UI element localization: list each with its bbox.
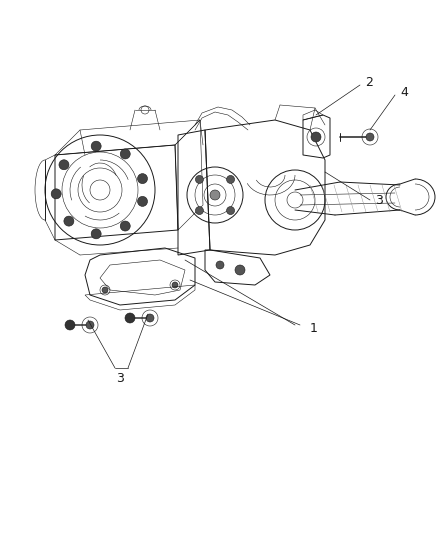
Circle shape [51, 189, 61, 199]
Circle shape [209, 190, 219, 200]
Circle shape [120, 221, 130, 231]
Circle shape [365, 133, 373, 141]
Circle shape [195, 175, 203, 183]
Circle shape [86, 321, 94, 329]
Circle shape [146, 314, 154, 322]
Circle shape [137, 174, 147, 183]
Text: 3: 3 [116, 372, 124, 384]
Circle shape [226, 207, 234, 215]
Circle shape [172, 282, 177, 288]
Circle shape [310, 132, 320, 142]
Circle shape [234, 265, 244, 275]
Text: 3: 3 [374, 193, 382, 206]
Circle shape [91, 141, 101, 151]
Circle shape [65, 320, 75, 330]
Circle shape [64, 216, 74, 226]
Circle shape [125, 313, 135, 323]
Text: 4: 4 [399, 85, 407, 99]
Circle shape [195, 207, 203, 215]
Text: 2: 2 [364, 76, 372, 88]
Circle shape [226, 175, 234, 183]
Circle shape [59, 160, 69, 170]
Circle shape [102, 287, 108, 293]
Circle shape [91, 229, 101, 239]
Circle shape [137, 196, 147, 206]
Circle shape [120, 149, 130, 159]
Text: 1: 1 [309, 321, 317, 335]
Circle shape [215, 261, 223, 269]
